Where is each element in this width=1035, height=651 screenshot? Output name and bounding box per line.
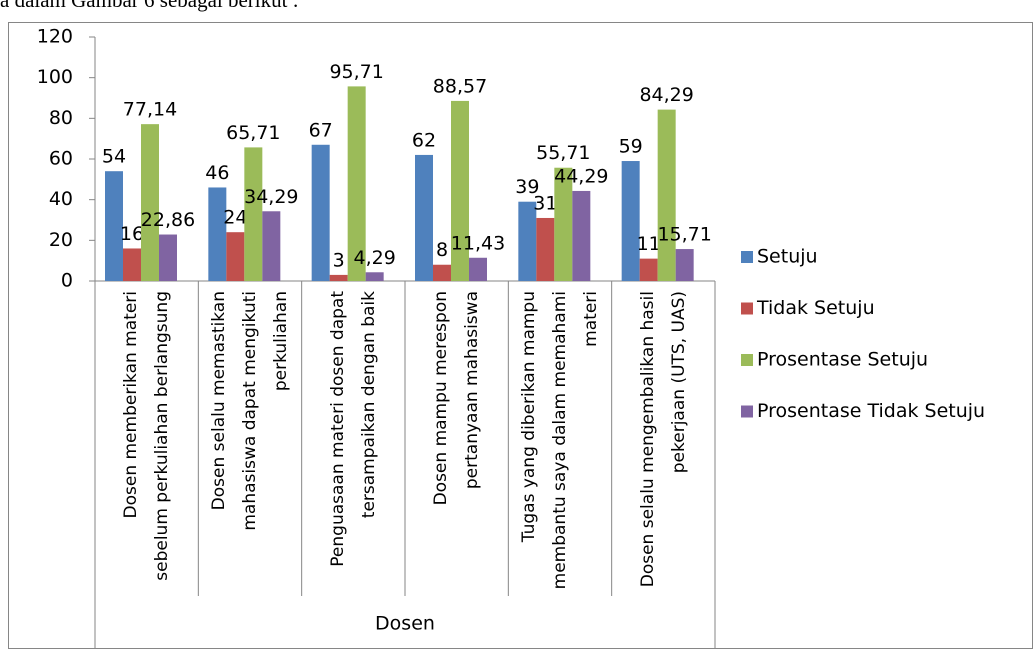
y-tick-label: 100 (37, 66, 73, 88)
data-label: 31 (533, 192, 557, 214)
data-label: 77,14 (123, 99, 177, 121)
y-tick-label: 120 (37, 26, 73, 48)
data-label: 34,29 (244, 186, 298, 208)
data-label: 65,71 (226, 122, 280, 144)
chart-border (8, 22, 1033, 649)
x-tick-label: Dosen selalu memastikan mahasiswa dapat … (208, 291, 291, 531)
bar (433, 264, 451, 281)
data-label: 3 (333, 249, 345, 271)
bar (105, 171, 123, 281)
data-label: 22,86 (141, 209, 195, 231)
y-tick-label: 20 (49, 229, 73, 251)
data-label: 4,29 (354, 247, 396, 269)
legend-label: Tidak Setuju (756, 297, 875, 319)
legend-label: Setuju (757, 246, 818, 268)
bar (572, 190, 591, 281)
data-label: 67 (309, 119, 333, 141)
bar (469, 257, 487, 281)
bar (451, 100, 469, 281)
legend-swatch (741, 405, 753, 418)
bar (141, 124, 159, 281)
legend-swatch (741, 354, 753, 366)
bar (262, 211, 281, 281)
context-text: a dalam Gambar 6 sebagai berikut : (0, 0, 299, 12)
data-label: 39 (515, 176, 539, 198)
data-label: 95,71 (329, 61, 383, 83)
legend-swatch (741, 302, 753, 315)
bar (347, 86, 366, 281)
bar (123, 248, 141, 281)
data-label: 54 (102, 146, 126, 168)
y-tick-label: 80 (49, 107, 73, 129)
bar (621, 161, 640, 281)
x-tick-label: Tugas yang diberikan mampu membantu saya… (518, 291, 601, 590)
data-label: 59 (619, 136, 643, 158)
y-tick-label: 40 (49, 188, 73, 210)
bar (226, 232, 245, 281)
data-label: 84,29 (639, 84, 693, 106)
x-tick-label: Dosen mampu merespon pertanyaan mahasisw… (430, 291, 482, 506)
data-label: 88,57 (433, 75, 487, 97)
bar (208, 187, 227, 281)
x-tick-label: Dosen selalu mengembalikan hasil pekerja… (637, 291, 689, 588)
bar (365, 272, 384, 281)
data-label: 46 (205, 162, 229, 184)
data-label: 8 (436, 239, 448, 261)
bar (554, 167, 573, 281)
bar (415, 154, 433, 281)
bar (657, 109, 676, 281)
bar (536, 217, 555, 281)
data-label: 11 (637, 233, 661, 255)
legend-swatch (741, 251, 753, 263)
legend-label: Prosentase Tidak Setuju (757, 400, 985, 422)
bar (159, 234, 177, 281)
bar (639, 258, 658, 281)
data-label: 55,71 (536, 142, 590, 164)
bar (518, 201, 537, 281)
bar (675, 249, 694, 281)
legend-label: Prosentase Setuju (757, 349, 928, 371)
data-label: 15,71 (657, 224, 711, 246)
y-tick-label: 0 (61, 270, 73, 292)
data-label: 11,43 (451, 232, 505, 254)
x-tick-label: Dosen memberikan materi sebelum perkulia… (120, 291, 172, 581)
y-tick-label: 60 (49, 148, 73, 170)
data-label: 24 (223, 207, 247, 229)
data-label: 62 (412, 129, 436, 151)
bar (311, 144, 330, 281)
data-label: 16 (120, 223, 144, 245)
bar (244, 147, 263, 281)
x-tick-label: Penguasaan materi dosen dapat tersampaik… (327, 291, 379, 567)
x-axis-label: Dosen (375, 613, 435, 635)
bar (329, 274, 348, 281)
data-label: 44,29 (554, 165, 608, 187)
